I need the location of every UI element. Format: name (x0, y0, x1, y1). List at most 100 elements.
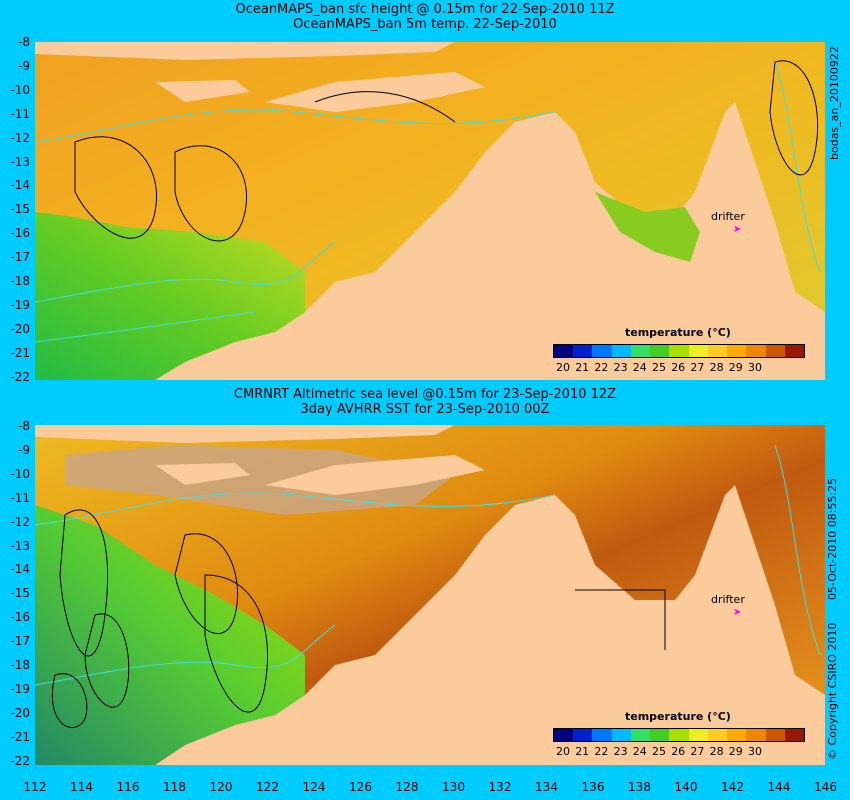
colorbar-swatch (650, 729, 670, 741)
colorbar-tick-label: 23 (613, 361, 628, 374)
lat-label: -10 (10, 82, 30, 97)
lat-label: -19 (10, 681, 30, 696)
bottom-island-timor (265, 455, 485, 495)
lon-label: 120 (209, 780, 233, 794)
lat-label: -18 (10, 274, 30, 288)
bottom-island-north (35, 425, 455, 443)
colorbar-swatch (669, 729, 689, 741)
bottom-drifter-marker: ➤ (733, 607, 742, 618)
lat-label: -21 (10, 729, 30, 744)
colorbar-tick-label: 27 (690, 745, 705, 758)
lon-label: 140 (674, 780, 698, 794)
bottom-map-svg (35, 425, 825, 765)
colorbar-tick-label: 21 (575, 361, 590, 374)
colorbar-tick-label: 24 (632, 745, 647, 758)
lon-label: 134 (535, 780, 558, 794)
top-title-line2: OceanMAPS_ban 5m temp. 22-Sep-2010 (293, 17, 557, 32)
lon-label: 138 (628, 780, 651, 794)
lat-label: -12 (10, 514, 30, 529)
lon-label: 130 (442, 780, 465, 794)
bottom-sw-cool-water (35, 505, 305, 765)
lat-label: -17 (10, 250, 30, 265)
lat-label: -8 (18, 35, 30, 49)
lat-label: -21 (10, 345, 30, 360)
lon-label: 146 (814, 780, 837, 794)
lon-label: 118 (163, 780, 186, 794)
colorbar-tick-label: 22 (594, 745, 609, 758)
bottom-side-copyright: © Copyright CSIRO 2010 (826, 622, 839, 760)
lat-label: -13 (10, 154, 30, 169)
lon-label: 122 (256, 780, 279, 794)
top-side-label: bodas_an_20100922 (828, 46, 841, 160)
colorbar-tick-label: 29 (728, 361, 743, 374)
colorbar-swatch (554, 729, 574, 741)
bottom-colorbar-title: temperature (°C) (625, 710, 731, 723)
colorbar-tick-label: 20 (556, 745, 570, 758)
colorbar-swatch (784, 345, 805, 357)
colorbar-swatch (611, 345, 631, 357)
top-gulf-water (595, 192, 700, 262)
colorbar-swatch (765, 345, 785, 357)
colorbar-tick-label: 24 (632, 361, 647, 374)
colorbar-tick-label: 28 (709, 361, 724, 374)
colorbar-tick-label: 25 (652, 745, 666, 758)
colorbar-swatch (727, 729, 747, 741)
top-colorbar-title: temperature (°C) (625, 326, 731, 339)
colorbar-swatch (727, 345, 747, 357)
bottom-title-line2: 3day AVHRR SST for 23-Sep-2010 00Z (300, 402, 550, 417)
colorbar-swatch (707, 729, 728, 741)
lon-label: 136 (581, 780, 605, 794)
top-map-svg (35, 42, 825, 380)
lat-label: -12 (10, 130, 30, 145)
lon-label: 116 (116, 780, 140, 794)
colorbar-swatch (765, 729, 785, 741)
top-contours (35, 61, 821, 343)
colorbar-tick-label: 23 (613, 745, 628, 758)
top-sw-cool-water (35, 212, 305, 380)
lon-label: 124 (302, 780, 326, 794)
colorbar-swatch (746, 729, 766, 741)
lat-label: -10 (10, 466, 30, 481)
colorbar-tick-label: 29 (728, 745, 743, 758)
lat-label: -16 (10, 226, 30, 241)
lon-label: 114 (70, 780, 93, 794)
lat-label: -22 (10, 369, 30, 384)
lat-label: -13 (10, 538, 30, 553)
bottom-island-small (155, 463, 250, 485)
lat-label: -17 (10, 634, 30, 649)
colorbar-swatch (573, 345, 593, 357)
bottom-drifter-label: drifter (711, 593, 745, 606)
colorbar-tick-label: 28 (709, 745, 724, 758)
colorbar-swatch (573, 729, 593, 741)
lat-label: -14 (10, 178, 30, 193)
lat-label: -11 (10, 490, 30, 505)
colorbar-tick-label: 26 (671, 745, 686, 758)
colorbar-swatch (611, 729, 631, 741)
lat-label: -15 (10, 586, 30, 601)
colorbar-swatch (554, 345, 574, 357)
bottom-title-line1: CMRNRT Altimetric sea level @0.15m for 2… (233, 387, 617, 402)
lat-label: -20 (10, 321, 30, 336)
colorbar-swatch (669, 345, 689, 357)
top-island-north (35, 42, 455, 60)
bottom-colorbar (553, 728, 805, 742)
lat-label: -15 (10, 202, 30, 217)
top-ssh-contours (74, 60, 819, 242)
lon-label: 132 (488, 780, 512, 794)
lat-label: -20 (10, 705, 30, 720)
bottom-side-date: 05-Oct-2010 08:55:25 (826, 477, 839, 600)
lon-label: 144 (767, 780, 791, 794)
lat-label: -18 (10, 658, 30, 672)
top-colorbar (553, 344, 805, 358)
lat-label: -14 (10, 562, 30, 577)
top-drifter-marker: ➤ (733, 224, 742, 235)
colorbar-swatch (592, 729, 612, 741)
colorbar-swatch (650, 345, 670, 357)
colorbar-swatch (746, 345, 766, 357)
lat-label: -16 (10, 610, 30, 625)
lat-label: -9 (18, 58, 30, 73)
colorbar-swatch (688, 729, 708, 741)
lat-label: -9 (18, 442, 30, 457)
colorbar-swatch (688, 345, 708, 357)
colorbar-tick-label: 30 (748, 745, 762, 758)
